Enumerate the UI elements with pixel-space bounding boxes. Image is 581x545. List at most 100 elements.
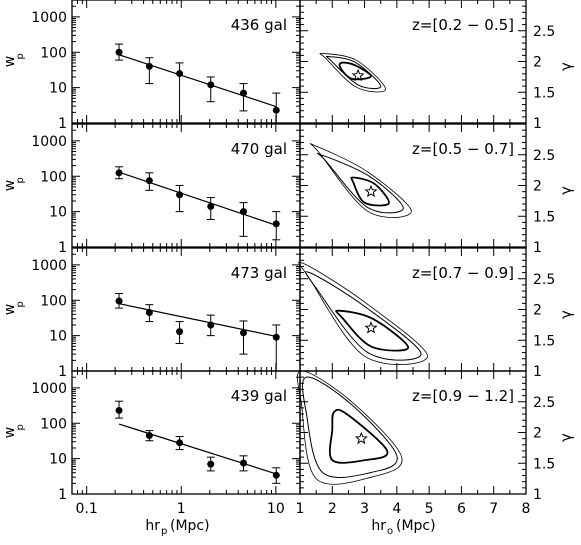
- y-tick-label: 1000: [31, 258, 67, 274]
- x-tick-label: 5: [425, 501, 434, 517]
- data-point: [115, 48, 123, 56]
- redshift-range-label: z=[0.2 − 0.5]: [412, 16, 514, 34]
- y-tick-label: 10: [49, 81, 67, 97]
- data-point: [145, 309, 153, 317]
- y-tick-label: 1: [58, 116, 67, 132]
- data-point: [207, 202, 215, 210]
- data-point: [239, 459, 247, 467]
- data-point: [176, 328, 184, 336]
- data-point: [272, 471, 280, 479]
- y-tick-label: 10: [49, 452, 67, 468]
- wp-panel-3: 1 10 100 1000 wp 473 gal: [2, 247, 301, 380]
- confidence-contour: [301, 376, 398, 478]
- data-point: [272, 333, 280, 341]
- x-tick-label: 8: [522, 501, 531, 517]
- right-xaxis-label-unit: (Mpc): [396, 518, 436, 534]
- data-point: [145, 62, 153, 70]
- y-tick-label: 1: [58, 487, 67, 503]
- data-point: [272, 106, 280, 114]
- confidence-contour: [319, 52, 387, 93]
- wp-panel-1: 1 10 100 1000 wp 436 gal: [2, 0, 301, 132]
- x-tick-label: 4: [392, 501, 401, 517]
- data-point: [145, 432, 153, 440]
- wp-axis-label-main: w: [2, 304, 18, 315]
- best-fit-star: [354, 431, 368, 445]
- best-fit-star: [364, 184, 378, 198]
- wp-axis-label: wp: [2, 301, 26, 315]
- gamma-axis-label: γ: [557, 186, 575, 195]
- x-tick-label: 7: [489, 501, 498, 517]
- confidence-contour: [350, 176, 390, 207]
- gamma-axis-label: γ: [557, 433, 575, 442]
- y-tick-label: 10: [49, 329, 67, 345]
- right-xaxis-label-main: hr: [371, 518, 386, 534]
- wp-axis-label-main: w: [2, 56, 18, 67]
- data-point: [115, 406, 123, 414]
- right-column-xaxis-label: hr o (Mpc): [371, 518, 435, 537]
- gamma-axis-label-text: γ: [557, 186, 575, 195]
- gamma-tick-label: 2: [533, 179, 542, 195]
- data-point: [239, 329, 247, 337]
- gamma-tick-label: 1: [533, 364, 542, 380]
- gamma-tick-label: 2: [533, 303, 542, 319]
- data-point: [176, 439, 184, 447]
- gamma-tick-label: 2.5: [533, 272, 555, 288]
- data-point: [207, 321, 215, 329]
- wp-axis-label: wp: [2, 53, 26, 67]
- y-tick-label: 1: [58, 364, 67, 380]
- data-point: [176, 70, 184, 78]
- confidence-contour: [316, 152, 404, 214]
- data-point: [239, 208, 247, 216]
- wp-axis-label: wp: [2, 424, 26, 438]
- data-point: [272, 220, 280, 228]
- gamma-tick-label: 2: [533, 55, 542, 71]
- left-xaxis-label-sub: p: [161, 526, 167, 537]
- x-tick-label: 1: [177, 501, 186, 517]
- contour-panel-3: 1 1.5 2 2.5 γ z=[0.7 − 0.9]: [298, 247, 575, 380]
- data-point: [145, 177, 153, 185]
- y-tick-label: 1000: [31, 134, 67, 150]
- gamma-axis-label-text: γ: [557, 433, 575, 442]
- data-point: [115, 297, 123, 305]
- gamma-tick-label: 2.5: [533, 148, 555, 164]
- gamma-axis-label-text: γ: [557, 310, 575, 319]
- wp-panel-2: 1 10 100 1000 wp 470 gal: [2, 123, 301, 256]
- power-law-fit-line: [118, 171, 277, 226]
- gamma-tick-label: 2.5: [533, 395, 555, 411]
- gamma-tick-label: 2.5: [533, 24, 555, 40]
- y-tick-label: 1000: [31, 10, 67, 26]
- wp-panel-4: 1 10 100 1000 0.1 1 10 wp 439 gal: [2, 370, 301, 517]
- right-xaxis-label-sub: o: [387, 526, 393, 537]
- x-tick-label: 0.1: [76, 501, 98, 517]
- data-point: [239, 89, 247, 97]
- contour-panel-4: 1 2 3 4 5 6 7 811.522.5γz=[0.9 − 1.2]: [296, 370, 575, 517]
- data-point: [115, 169, 123, 177]
- gamma-tick-label: 1: [533, 487, 542, 503]
- y-tick-label: 100: [40, 45, 67, 61]
- y-tick-label: 1000: [31, 381, 67, 397]
- gamma-tick-label: 1.5: [533, 456, 555, 472]
- confidence-contour: [309, 143, 412, 218]
- redshift-range-label: z=[0.7 − 0.9]: [412, 264, 514, 282]
- y-tick-label: 1: [58, 240, 67, 256]
- power-law-fit-line: [118, 54, 277, 108]
- gamma-tick-label: 1: [533, 116, 542, 132]
- confidence-contour: [296, 370, 403, 485]
- redshift-range-label: z=[0.9 − 1.2]: [412, 387, 514, 405]
- confidence-contour: [305, 271, 422, 361]
- confidence-contour: [328, 408, 389, 464]
- x-tick-label: 10: [267, 501, 285, 517]
- best-fit-star: [364, 321, 378, 334]
- x-tick-label: 1: [296, 501, 305, 517]
- power-law-fit-line: [118, 303, 277, 338]
- gamma-axis-label: γ: [557, 62, 575, 71]
- x-tick-label: 3: [360, 501, 369, 517]
- gamma-tick-label: 1.5: [533, 85, 555, 101]
- wp-axis-label-sub: p: [15, 177, 26, 183]
- left-xaxis-label-main: hr: [145, 518, 160, 534]
- data-point: [207, 460, 215, 468]
- wp-axis-label-sub: p: [15, 53, 26, 59]
- contour-panel-2: 1 1.5 2 2.5 γ z=[0.5 − 0.7]: [299, 123, 575, 256]
